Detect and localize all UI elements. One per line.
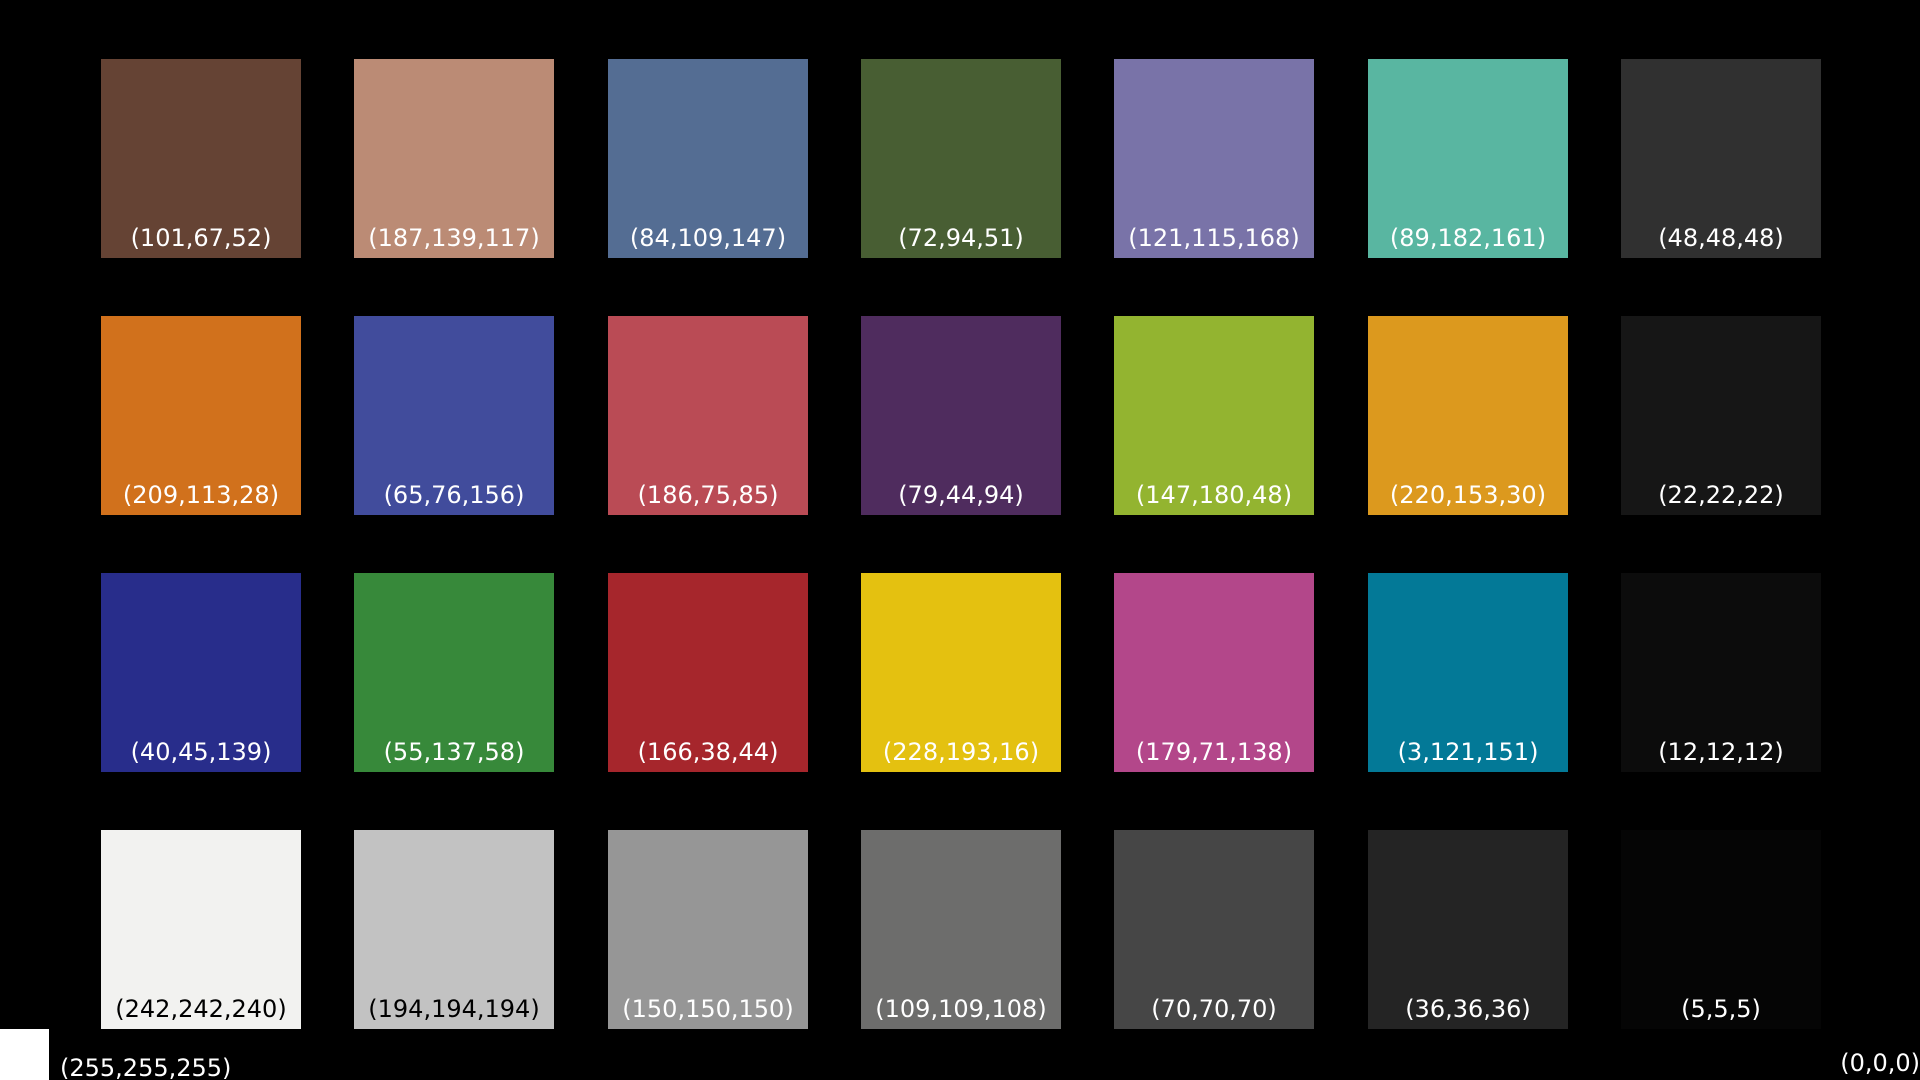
swatch-rgb-label: (70,70,70) (1151, 995, 1277, 1023)
swatch-rgb-label: (40,45,139) (130, 738, 272, 766)
swatch-rgb-label: (147,180,48) (1135, 481, 1293, 509)
color-swatch: (36,36,36) (1368, 830, 1568, 1029)
color-swatch: (65,76,156) (354, 316, 554, 515)
color-swatch: (79,44,94) (861, 316, 1061, 515)
white-reference-patch (0, 1029, 49, 1080)
swatch-rgb-label: (194,194,194) (368, 995, 540, 1023)
swatch-rgb-label: (109,109,108) (875, 995, 1047, 1023)
color-swatch: (12,12,12) (1621, 573, 1821, 772)
swatch-rgb-label: (3,121,151) (1397, 738, 1539, 766)
color-swatch: (72,94,51) (861, 59, 1061, 258)
swatch-rgb-label: (72,94,51) (898, 224, 1024, 252)
swatch-rgb-label: (79,44,94) (898, 481, 1024, 509)
color-swatch: (242,242,240) (101, 830, 301, 1029)
swatch-rgb-label: (179,71,138) (1135, 738, 1293, 766)
swatch-rgb-label: (22,22,22) (1658, 481, 1784, 509)
color-swatch: (84,109,147) (608, 59, 808, 258)
color-swatch: (179,71,138) (1114, 573, 1314, 772)
swatch-rgb-label: (121,115,168) (1128, 224, 1300, 252)
swatch-rgb-label: (84,109,147) (629, 224, 787, 252)
color-swatch: (89,182,161) (1368, 59, 1568, 258)
color-swatch: (121,115,168) (1114, 59, 1314, 258)
color-swatch: (209,113,28) (101, 316, 301, 515)
swatch-rgb-label: (228,193,16) (882, 738, 1040, 766)
color-swatch: (187,139,117) (354, 59, 554, 258)
swatch-rgb-label: (187,139,117) (368, 224, 540, 252)
swatch-rgb-label: (36,36,36) (1405, 995, 1531, 1023)
swatch-rgb-label: (12,12,12) (1658, 738, 1784, 766)
swatch-rgb-label: (101,67,52) (130, 224, 272, 252)
color-swatch: (70,70,70) (1114, 830, 1314, 1029)
color-swatch: (40,45,139) (101, 573, 301, 772)
swatch-rgb-label: (55,137,58) (383, 738, 525, 766)
color-swatch: (186,75,85) (608, 316, 808, 515)
swatch-rgb-label: (5,5,5) (1681, 995, 1761, 1023)
color-swatch: (109,109,108) (861, 830, 1061, 1029)
swatch-rgb-label: (150,150,150) (622, 995, 794, 1023)
color-swatch: (48,48,48) (1621, 59, 1821, 258)
swatch-rgb-label: (89,182,161) (1389, 224, 1547, 252)
color-swatch: (5,5,5) (1621, 830, 1821, 1029)
color-swatch: (3,121,151) (1368, 573, 1568, 772)
color-swatch: (147,180,48) (1114, 316, 1314, 515)
color-swatch: (220,153,30) (1368, 316, 1568, 515)
color-swatch: (194,194,194) (354, 830, 554, 1029)
swatch-rgb-label: (209,113,28) (122, 481, 280, 509)
swatch-rgb-label: (65,76,156) (383, 481, 525, 509)
color-swatch: (150,150,150) (608, 830, 808, 1029)
black-reference-label: (0,0,0) (1840, 1049, 1920, 1077)
swatch-rgb-label: (242,242,240) (115, 995, 287, 1023)
swatch-rgb-label: (48,48,48) (1658, 224, 1784, 252)
white-reference-label: (255,255,255) (60, 1054, 232, 1080)
color-swatch: (55,137,58) (354, 573, 554, 772)
color-swatch: (101,67,52) (101, 59, 301, 258)
swatch-rgb-label: (220,153,30) (1389, 481, 1547, 509)
swatch-rgb-label: (166,38,44) (637, 738, 779, 766)
color-swatch: (228,193,16) (861, 573, 1061, 772)
color-swatch: (166,38,44) (608, 573, 808, 772)
color-swatch: (22,22,22) (1621, 316, 1821, 515)
swatch-rgb-label: (186,75,85) (637, 481, 779, 509)
